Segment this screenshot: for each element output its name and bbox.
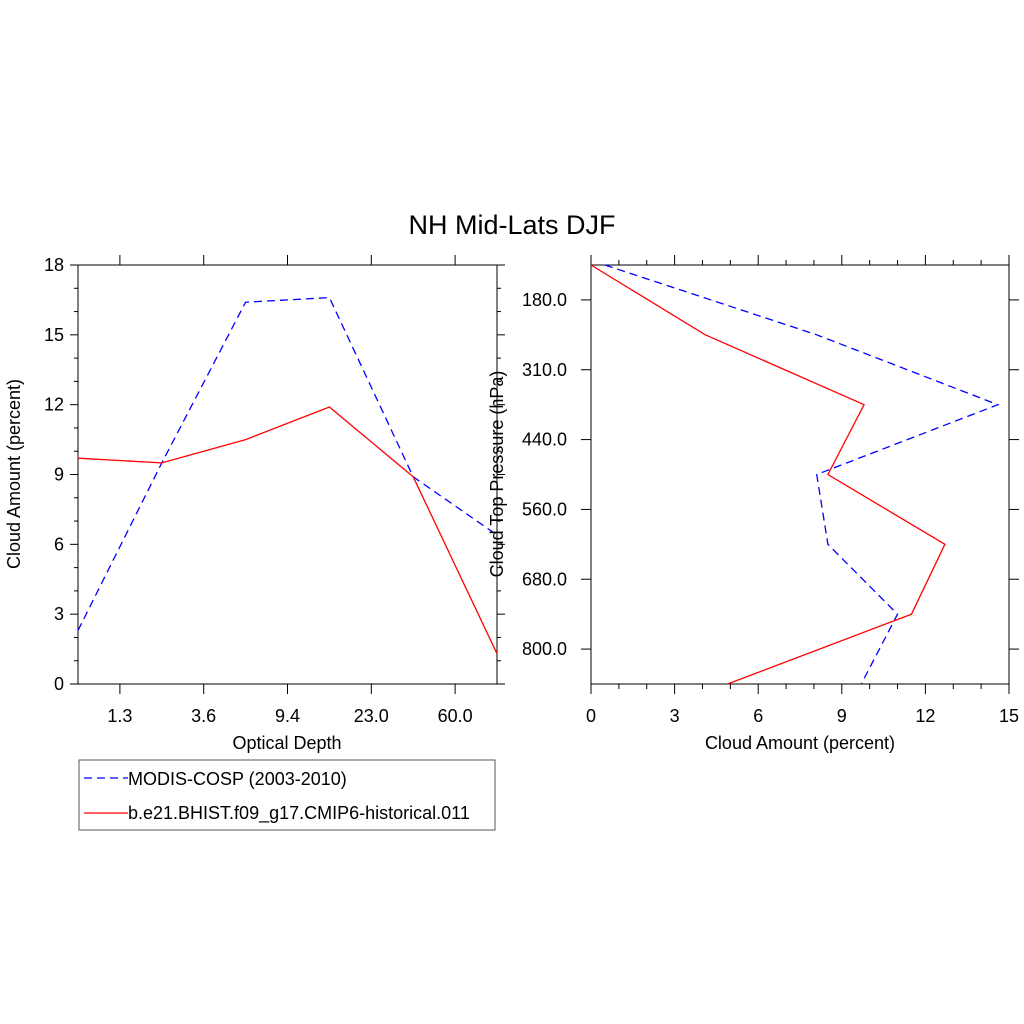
- right-x-tick-label: 6: [753, 706, 763, 726]
- legend-box: [78, 759, 496, 831]
- right-x-tick-label: 12: [915, 706, 935, 726]
- left-y-tick-label: 0: [54, 674, 64, 694]
- legend-label-model: b.e21.BHIST.f09_g17.CMIP6-historical.011: [128, 803, 470, 824]
- right-y-tick-label: 800.0: [522, 639, 567, 659]
- left-y-tick-label: 12: [44, 395, 64, 415]
- right-x-tick-label: 3: [670, 706, 680, 726]
- right-plot-frame: [590, 264, 1010, 685]
- legend-label-obs: MODIS-COSP (2003-2010): [128, 769, 347, 789]
- right-y-axis-label: Cloud Top Pressure (hPa): [487, 371, 507, 578]
- left-y-tick-label: 3: [54, 604, 64, 624]
- left-y-tick-label: 15: [44, 325, 64, 345]
- right-y-tick-label: 680.0: [522, 569, 567, 589]
- left-x-tick-label: 60.0: [438, 706, 473, 726]
- left-plot-frame: [77, 264, 498, 685]
- left-y-tick-label: 6: [54, 534, 64, 554]
- left-x-axis-label: Optical Depth: [232, 733, 341, 753]
- right-y-tick-label: 560.0: [522, 499, 567, 519]
- left-x-tick-label: 9.4: [275, 706, 300, 726]
- left-panel: 0 3 6 9 12 15 18 1.3 3.6 9.4 23.0 60.0 Optical Dept…: [4, 255, 505, 753]
- legend: MODIS-COSP (2003-2010) b.e21.BHIST.f09_g…: [78, 759, 496, 831]
- right-y-tick-label: 180.0: [522, 290, 567, 310]
- left-x-tick-label: 3.6: [191, 706, 216, 726]
- left-series-obs-line: [77, 296, 498, 631]
- right-series-obs-line: [604, 264, 1000, 685]
- left-y-axis-label: Cloud Amount (percent): [4, 379, 24, 569]
- chart-title: NH Mid-Lats DJF: [408, 210, 615, 240]
- left-x-tick-label: 23.0: [354, 706, 389, 726]
- right-x-tick-label: 0: [586, 706, 596, 726]
- right-panel: 0 3 6 9 12 15 180.0 310.0 440.0 560.0 680.0 800.0 C…: [487, 255, 1019, 753]
- right-series-model-line: [590, 264, 946, 685]
- left-series-model-line: [77, 406, 498, 654]
- right-x-tick-label: 15: [999, 706, 1019, 726]
- right-y-tick-label: 440.0: [522, 430, 567, 450]
- right-x-tick-label: 9: [837, 706, 847, 726]
- left-x-tick-label: 1.3: [107, 706, 132, 726]
- left-y-tick-label: 9: [54, 465, 64, 485]
- right-y-tick-label: 310.0: [522, 360, 567, 380]
- left-y-tick-label: 18: [44, 255, 64, 275]
- right-x-axis-label: Cloud Amount (percent): [705, 733, 895, 753]
